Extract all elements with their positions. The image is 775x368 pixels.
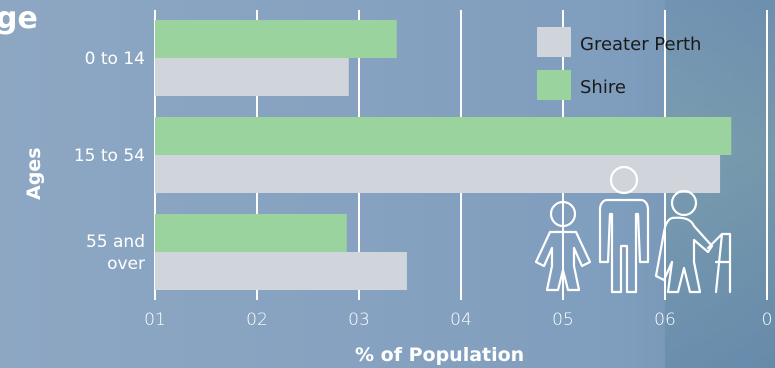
x-tick-label-5: 06 [654,310,676,330]
bar-shire-2 [155,214,347,252]
x-tick-label-2: 03 [348,310,370,330]
adult-figure-icon [598,165,650,294]
x-tick-label-1: 02 [246,310,268,330]
elderly-figure-icon [654,189,732,294]
people-age-groups-icon [534,165,732,294]
x-tick-label-6: 0 [762,310,773,330]
bar-shire-1 [155,117,732,155]
chart-title-fragment: ge [0,1,38,36]
bar-greater-perth-0 [155,58,349,96]
bar-greater-perth-1 [155,155,721,193]
legend: Greater Perth Shire [537,27,701,100]
x-tick-label-4: 05 [552,310,574,330]
bar-greater-perth-2 [155,252,407,290]
x-axis-title: % of Population [355,344,524,366]
x-tick-label-3: 04 [450,310,472,330]
legend-swatch-shire [537,70,571,100]
category-label-1-0: 15 to 54 [74,146,145,166]
category-label-0-0: 0 to 14 [85,49,145,69]
category-label-2-0: 55 and [86,232,145,252]
x-tick-label-0: 01 [144,310,166,330]
legend-swatch-greater-perth [537,27,571,57]
bars [155,20,732,290]
child-figure-icon [534,200,592,292]
bar-shire-0 [155,20,397,58]
y-axis-title: Ages [23,147,45,200]
category-label-2-1: over [107,254,145,274]
legend-label-shire: Shire [580,77,626,98]
legend-label-greater-perth: Greater Perth [580,34,701,55]
x-tick-labels: 01 02 03 04 05 06 0 [144,310,772,330]
